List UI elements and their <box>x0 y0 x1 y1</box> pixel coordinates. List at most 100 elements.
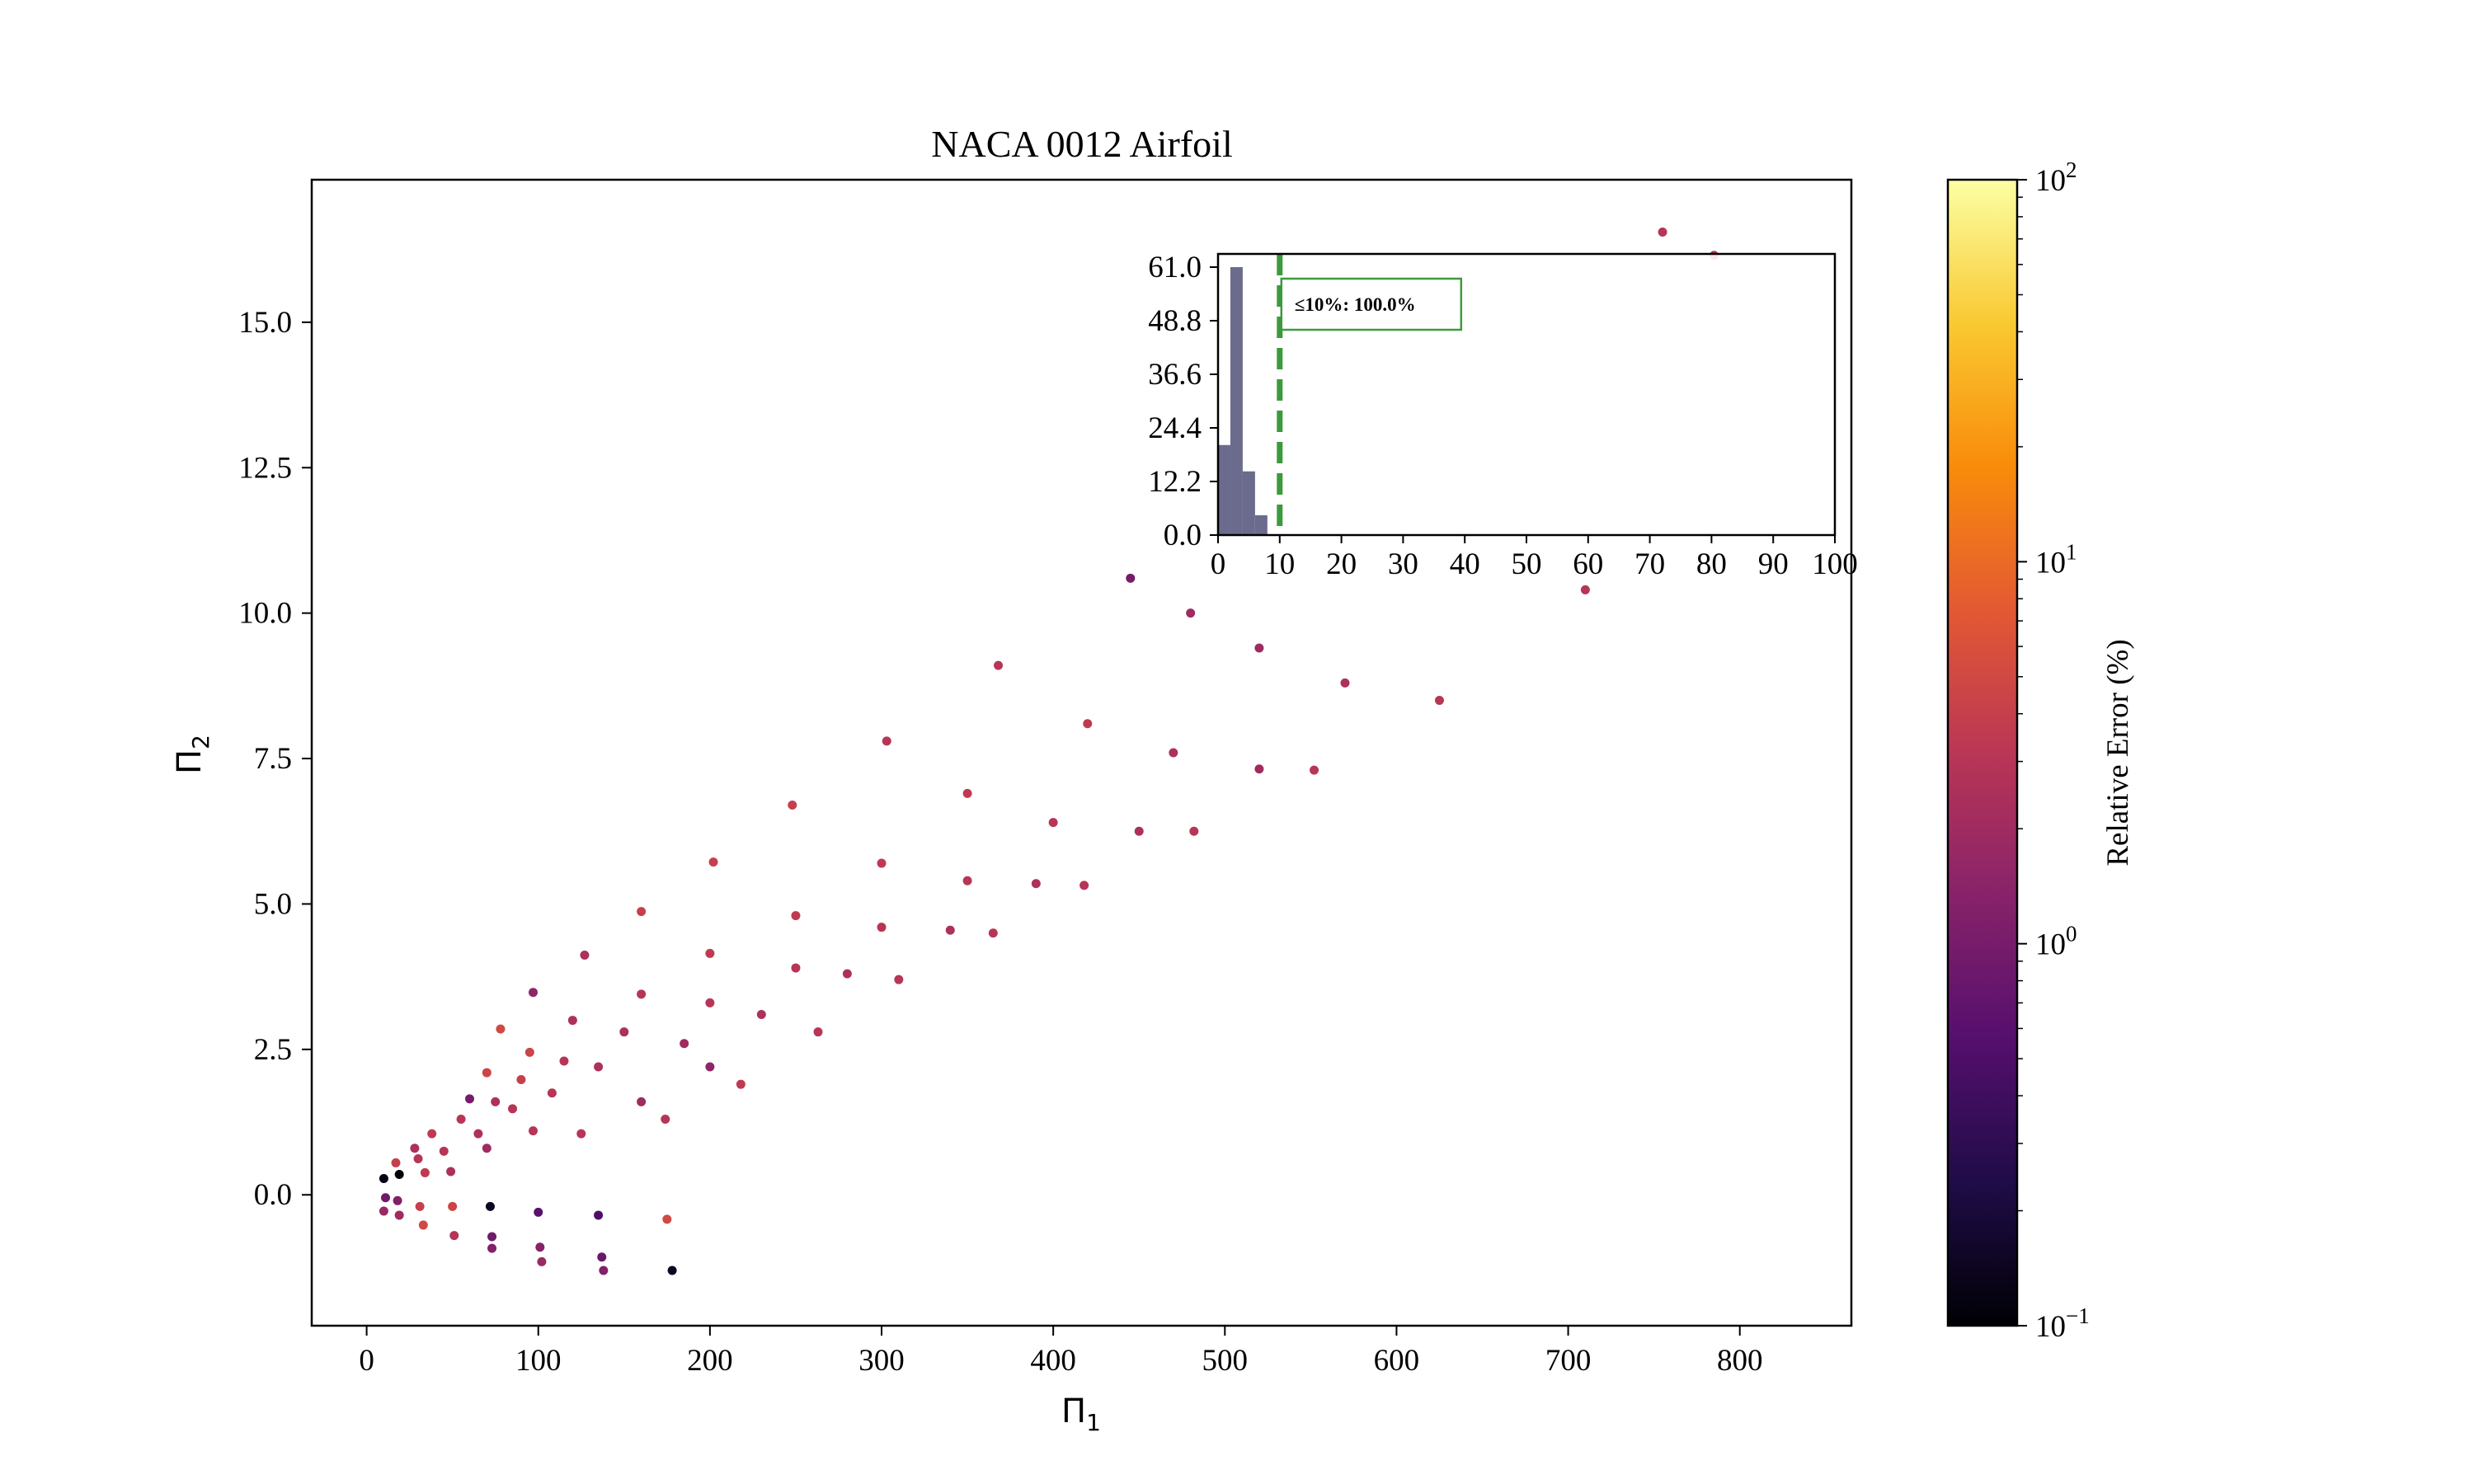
scatter-points <box>379 228 1719 1275</box>
scatter-point <box>705 1062 715 1072</box>
x-tick-label: 700 <box>1545 1344 1592 1378</box>
scatter-point <box>415 1201 425 1211</box>
scatter-point <box>410 1144 420 1153</box>
scatter-point <box>427 1129 437 1139</box>
y-tick-label: 0.0 <box>254 1178 292 1212</box>
scatter-point <box>1079 881 1089 890</box>
scatter-point <box>535 1242 545 1252</box>
threshold-annotation-box <box>1280 277 1463 331</box>
scatter-point <box>705 948 715 958</box>
scatter-point <box>1310 765 1319 775</box>
scatter-point <box>380 1193 390 1203</box>
scatter-point <box>894 974 904 984</box>
colorbar-ticks: 10−1 100 101 102 <box>2017 157 2090 1344</box>
inset-y-tick-label: 0.0 <box>1164 519 1202 552</box>
scatter-point <box>379 1173 388 1183</box>
colorbar-tick-label: 10−1 <box>2035 1303 2090 1344</box>
inset-x-axis-ticks: 0 10 20 30 40 50 60 70 80 90 100 <box>1211 535 1858 581</box>
inset-x-tick-label: 50 <box>1512 547 1542 581</box>
y-tick-label: 2.5 <box>254 1033 292 1067</box>
x-tick-label: 100 <box>515 1344 562 1378</box>
scatter-point <box>528 1126 538 1136</box>
colorbar-tick-label: 102 <box>2035 157 2077 198</box>
scatter-point <box>597 1252 607 1262</box>
inset-x-tick-label: 70 <box>1634 547 1665 581</box>
scatter-point <box>788 801 797 810</box>
scatter-point <box>516 1075 526 1085</box>
inset-x-tick-label: 0 <box>1211 547 1226 581</box>
scatter-point <box>736 1079 745 1089</box>
inset-y-tick-label: 12.2 <box>1148 465 1202 499</box>
scatter-point <box>945 925 955 935</box>
scatter-point <box>439 1146 449 1156</box>
scatter-point <box>393 1195 402 1205</box>
scatter-point <box>446 1167 456 1176</box>
inset-x-tick-label: 100 <box>1812 547 1858 581</box>
scatter-point <box>496 1024 506 1034</box>
y-axis-label: Π2 <box>171 735 214 774</box>
histogram-bar <box>1218 444 1230 535</box>
scatter-point <box>391 1158 401 1167</box>
scatter-point <box>576 1129 586 1139</box>
scatter-point <box>394 1210 404 1220</box>
scatter-point <box>418 1220 428 1230</box>
inset-x-tick-label: 20 <box>1326 547 1357 581</box>
scatter-point <box>962 788 972 798</box>
scatter-point <box>1340 678 1350 688</box>
scatter-point <box>537 1256 547 1266</box>
colorbar-tick-label: 100 <box>2035 922 2077 962</box>
scatter-point <box>534 1207 543 1217</box>
scatter-point <box>637 1097 647 1106</box>
inset-y-tick-label: 48.8 <box>1148 304 1202 338</box>
inset-x-tick-label: 10 <box>1264 547 1295 581</box>
inset-x-tick-label: 80 <box>1696 547 1727 581</box>
scatter-point <box>567 1016 577 1026</box>
scatter-point <box>1434 695 1444 705</box>
scatter-point <box>1031 879 1041 889</box>
scatter-point <box>485 1201 495 1211</box>
histogram-bar <box>1254 515 1268 535</box>
y-tick-label: 12.5 <box>238 451 292 485</box>
scatter-point <box>661 1115 670 1125</box>
scatter-point <box>1169 748 1178 758</box>
chart-title: NACA 0012 Airfoil <box>931 123 1232 165</box>
y-tick-label: 10.0 <box>238 597 292 631</box>
scatter-point <box>482 1068 492 1078</box>
y-tick-label: 5.0 <box>254 887 292 921</box>
scatter-point <box>1134 826 1144 836</box>
inset-y-tick-label: 36.6 <box>1148 358 1202 392</box>
scatter-point <box>988 928 998 938</box>
scatter-point <box>619 1027 629 1037</box>
scatter-point <box>680 1039 689 1049</box>
scatter-point <box>1658 228 1667 237</box>
scatter-point <box>705 998 715 1007</box>
scatter-point <box>394 1170 404 1180</box>
y-tick-label: 15.0 <box>238 306 292 340</box>
scatter-point <box>813 1027 823 1037</box>
scatter-point <box>413 1153 423 1163</box>
inset-y-tick-label: 24.4 <box>1148 411 1202 445</box>
scatter-point <box>662 1214 672 1224</box>
x-tick-label: 0 <box>359 1344 374 1378</box>
scatter-point <box>637 989 647 999</box>
scatter-point <box>580 951 590 960</box>
scatter-point <box>599 1266 609 1275</box>
main-plot-frame <box>310 178 1853 1327</box>
scatter-point <box>756 1010 766 1020</box>
x-tick-label: 200 <box>687 1344 733 1378</box>
inset-x-tick-label: 60 <box>1573 547 1603 581</box>
x-tick-label: 500 <box>1202 1344 1249 1378</box>
inset-y-tick-label: 61.0 <box>1148 251 1202 284</box>
colorbar: 10−1 100 101 102 Relative Error (%) <box>1946 157 2135 1344</box>
scatter-point <box>594 1062 604 1072</box>
scatter-point <box>464 1094 474 1104</box>
scatter-point <box>487 1232 497 1242</box>
scatter-point <box>877 923 887 932</box>
inset-x-tick-label: 40 <box>1450 547 1480 581</box>
x-tick-label: 800 <box>1717 1344 1763 1378</box>
x-tick-label: 300 <box>858 1344 905 1378</box>
scatter-point <box>528 988 538 998</box>
scatter-point <box>994 660 1004 670</box>
colorbar-gradient <box>1946 178 2019 1327</box>
